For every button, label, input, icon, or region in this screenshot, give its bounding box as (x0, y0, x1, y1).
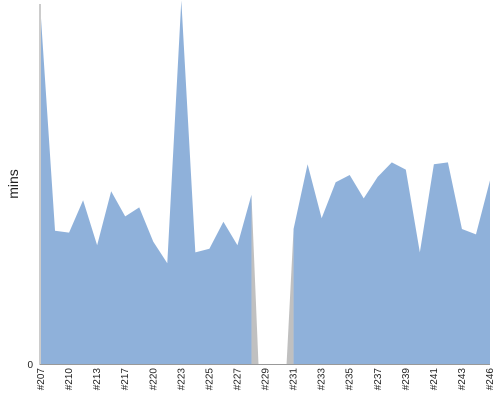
x-tick-label: #225 (204, 368, 215, 391)
x-tick-label: #246 (485, 368, 496, 391)
x-tick-labels: #207 #210 #213 #217 #220 #223 #225 #227 #229 #231… (36, 368, 496, 391)
area-segment-1 (41, 0, 252, 365)
x-tick-label: #235 (345, 368, 356, 391)
x-tick-label: #241 (429, 368, 440, 391)
x-tick-label: #227 (232, 368, 243, 391)
x-tick-label: #239 (401, 368, 412, 391)
gap-wedge-right (286, 229, 294, 364)
y-tick-labels: 0 (27, 360, 33, 371)
x-tick-label: #210 (64, 368, 75, 391)
gap-wedge-left (251, 194, 259, 364)
x-tick-label: #229 (261, 368, 272, 391)
x-tick-label: #220 (148, 368, 159, 391)
x-tick-label: #243 (457, 368, 468, 391)
y-axis-title: mins (5, 169, 21, 199)
plot-area (41, 0, 490, 365)
area-segment-2 (293, 162, 490, 364)
x-tick-label: #207 (36, 368, 47, 391)
x-tick-label: #213 (92, 368, 103, 391)
x-tick-label: #233 (317, 368, 328, 391)
x-tick-label: #217 (120, 368, 131, 391)
x-tick-label: #223 (176, 368, 187, 391)
x-tick-label: #237 (373, 368, 384, 391)
x-tick-label: #231 (289, 368, 300, 391)
y-tick-label: 0 (27, 360, 33, 371)
